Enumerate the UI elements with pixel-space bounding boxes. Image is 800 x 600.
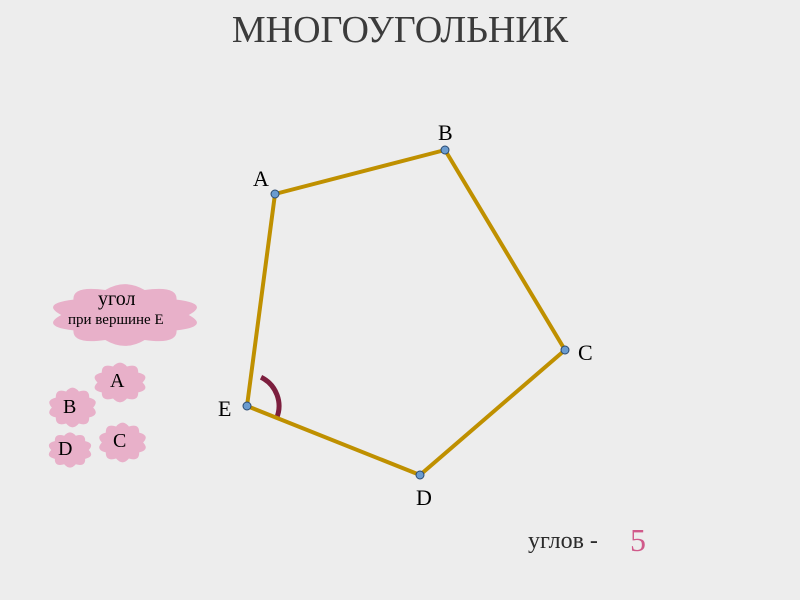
cloud-label-b: В — [63, 396, 76, 419]
cloud-label-d: D — [58, 438, 72, 461]
cloud-label-a: А — [110, 370, 124, 393]
vertex-d — [416, 471, 424, 479]
cloud-main-line1: угол — [98, 288, 135, 311]
footer-count: 5 — [630, 522, 646, 559]
vertex-label-d: D — [416, 485, 432, 511]
vertex-a — [271, 190, 279, 198]
vertex-c — [561, 346, 569, 354]
pentagon — [247, 150, 565, 475]
vertex-e — [243, 402, 251, 410]
cloud-label-c: С — [113, 430, 126, 453]
vertex-label-b: B — [438, 120, 453, 146]
vertex-label-e: E — [218, 396, 231, 422]
cloud-main-line2: при вершине Е — [68, 312, 164, 329]
vertex-b — [441, 146, 449, 154]
vertex-label-a: A — [253, 166, 269, 192]
footer-label: углов - — [528, 528, 598, 555]
vertex-label-c: C — [578, 340, 593, 366]
